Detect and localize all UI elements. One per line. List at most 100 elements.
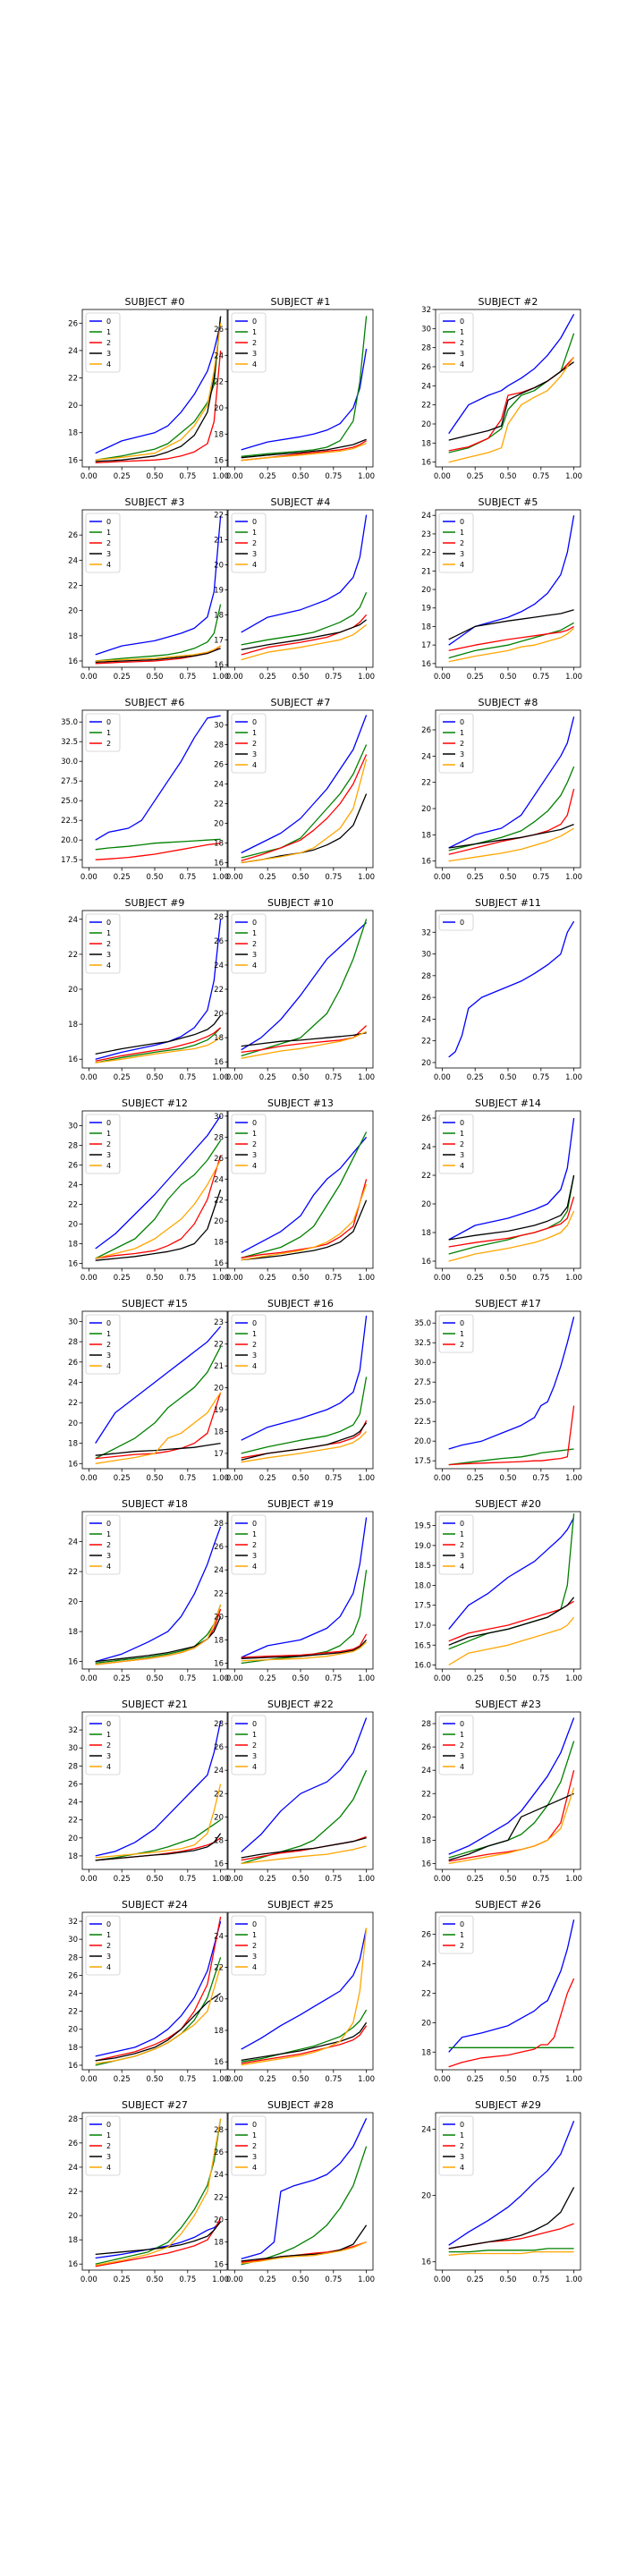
legend-label: 0	[106, 718, 111, 726]
y-tick-label: 20	[68, 2212, 78, 2221]
y-tick-label: 32	[421, 306, 431, 315]
panel-title: SUBJECT #19	[267, 1498, 334, 1510]
series-line-1	[95, 1346, 222, 1460]
x-tick-label: 0.75	[325, 1474, 342, 1483]
series-line-3	[448, 1792, 574, 1861]
y-tick-label: 22	[214, 1790, 224, 1799]
legend-label: 4	[106, 962, 111, 970]
y-tick-label: 16	[68, 1460, 78, 1469]
x-tick-label: 0.50	[500, 1674, 517, 1683]
y-tick-label: 26	[214, 1155, 224, 1164]
x-tick-label: 0.50	[147, 1674, 164, 1683]
y-tick-label: 21	[421, 567, 431, 576]
x-tick-label: 0.00	[226, 472, 243, 481]
legend-label: 3	[252, 550, 257, 558]
legend-label: 1	[106, 1330, 111, 1338]
legend-label: 3	[106, 1552, 111, 1560]
y-tick-label: 24	[421, 382, 431, 391]
y-tick-label: 26	[68, 531, 78, 540]
legend-label: 3	[252, 1552, 257, 1560]
panel-title: SUBJECT #29	[475, 2099, 541, 2111]
y-tick-label: 18	[68, 632, 78, 641]
x-tick-label: 0.25	[259, 1674, 276, 1683]
y-tick-label: 26	[214, 2148, 224, 2157]
x-tick-label: 0.50	[147, 1875, 164, 1884]
y-tick-label: 16.5	[414, 1641, 431, 1650]
x-tick-label: 0.50	[292, 2275, 309, 2284]
series-line-3	[95, 1442, 221, 1456]
series-line-0	[95, 1526, 222, 1663]
y-tick-label: 20	[214, 1010, 224, 1019]
y-tick-label: 18	[214, 1034, 224, 1043]
y-tick-label: 30	[68, 1318, 78, 1326]
x-tick-label: 1.00	[358, 2275, 375, 2284]
series-line-0	[448, 515, 575, 646]
legend-box	[85, 713, 121, 752]
subject-panel: SUBJECT #250.00 0.25 0.50 0.75 1.00161820222…	[214, 1899, 375, 2084]
x-tick-label: 0.25	[467, 1274, 484, 1283]
y-tick-label: 17	[214, 1450, 224, 1459]
series-line-0	[95, 2221, 222, 2259]
subject-panel: SUBJECT #260.00 0.25 0.50 0.75 1.00182022242…	[421, 1899, 582, 2084]
legend-box	[85, 1715, 121, 1775]
legend-label: 3	[252, 1953, 257, 1961]
legend-box	[438, 513, 474, 573]
legend-box	[85, 1314, 121, 1375]
panel-title: SUBJECT #4	[271, 496, 331, 508]
legend-label: 1	[106, 1530, 111, 1538]
x-tick-label: 0.75	[325, 873, 342, 882]
x-tick-label: 1.00	[212, 2075, 229, 2084]
legend-label: 3	[252, 1151, 257, 1159]
x-tick-label: 0.00	[226, 1674, 243, 1683]
subject-panel: SUBJECT #230.00 0.25 0.50 0.75 1.00161820222…	[421, 1699, 582, 1884]
legend-label: 1	[460, 1931, 464, 1939]
x-tick-label: 0.25	[259, 1875, 276, 1884]
legend-label: 4	[252, 360, 257, 369]
y-tick-label: 22	[421, 549, 431, 558]
y-tick-label: 24	[214, 1566, 224, 1575]
y-tick-label: 20	[68, 402, 78, 411]
legend-label: 0	[252, 1920, 257, 1928]
x-tick-label: 0.50	[147, 673, 164, 682]
y-tick-label: 30	[68, 1123, 78, 1131]
y-tick-label: 28	[68, 1953, 78, 1962]
legend-label: 4	[252, 1763, 257, 1771]
series-line-3	[448, 2187, 575, 2250]
series-line-1	[95, 1819, 221, 1861]
y-tick-label: 16	[421, 2258, 431, 2267]
y-tick-label: 16.0	[414, 1662, 431, 1671]
y-tick-label: 20	[68, 607, 78, 616]
x-tick-label: 0.75	[325, 472, 342, 481]
y-tick-label: 26	[68, 1971, 78, 1980]
y-tick-label: 26	[68, 1780, 78, 1789]
x-tick-label: 1.00	[212, 1073, 229, 1082]
y-tick-label: 18	[421, 623, 431, 631]
legend-label: 0	[106, 518, 111, 526]
y-tick-label: 24	[421, 1015, 431, 1024]
series-line-4	[95, 2118, 222, 2267]
legend-label: 4	[252, 761, 257, 769]
y-tick-label: 26	[421, 1743, 431, 1752]
series-line-0	[241, 2118, 368, 2260]
series-line-2	[95, 1916, 222, 2062]
y-tick-label: 30	[214, 722, 224, 731]
y-tick-label: 18	[214, 1836, 224, 1845]
x-tick-label: 1.00	[212, 1875, 229, 1884]
series-line-3	[95, 1992, 221, 2062]
x-tick-label: 1.00	[358, 472, 375, 481]
x-tick-label: 0.50	[147, 1073, 164, 1082]
y-tick-label: 24	[214, 1767, 224, 1775]
x-tick-label: 0.75	[325, 1274, 342, 1283]
x-tick-label: 0.00	[226, 1073, 243, 1082]
x-tick-label: 0.00	[80, 1875, 97, 1884]
series-line-2	[241, 614, 368, 656]
legend-label: 1	[252, 2131, 257, 2140]
y-tick-label: 22	[421, 402, 431, 411]
legend-label: 4	[106, 1763, 111, 1771]
x-tick-label: 0.25	[467, 2275, 484, 2284]
subject-panel: SUBJECT #11 0.00 0.25 0.50 0.75 1.00 20 22 24 26 2…	[421, 897, 582, 1082]
subject-panel: SUBJECT #290.00 0.25 0.50 0.75 1.00162024012…	[421, 2099, 582, 2284]
y-tick-label: 16	[68, 456, 78, 465]
legend-label: 0	[252, 318, 257, 326]
legend-label: 3	[460, 750, 464, 758]
